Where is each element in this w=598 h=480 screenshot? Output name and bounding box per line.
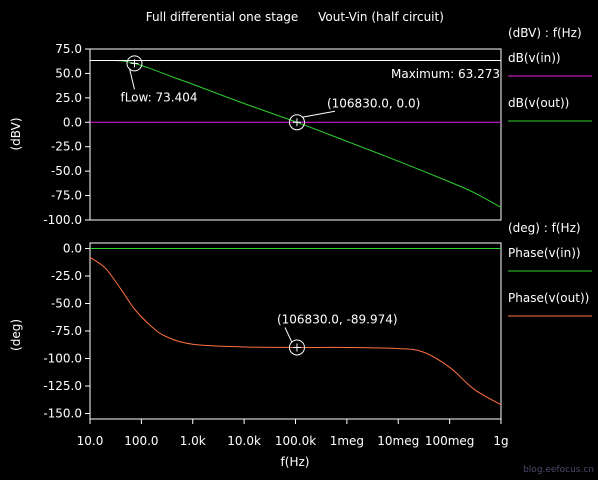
chart-title-right: Vout-Vin (half circuit) — [318, 10, 444, 24]
magnitude-y-tick-label: -25.0 — [51, 140, 82, 154]
phase-legend-label-1: Phase(v(out)) — [508, 291, 589, 305]
magnitude-annotation-label-0: fLow: 73.404 — [120, 90, 197, 104]
magnitude-y-tick-label: -75.0 — [51, 189, 82, 203]
x-tick-label: 1meg — [330, 434, 364, 448]
x-axis-label: f(Hz) — [281, 455, 310, 469]
magnitude-y-tick-label: 75.0 — [55, 42, 82, 56]
magnitude-y-tick-label: 50.0 — [55, 66, 82, 80]
phase-y-tick-label: -75.0 — [51, 324, 82, 338]
magnitude-annotation-label-1: (106830.0, 0.0) — [327, 96, 420, 110]
phase-series-line-1 — [89, 256, 502, 406]
phase-marker-arrow — [284, 327, 293, 343]
magnitude-y-tick-label: 0.0 — [63, 115, 82, 129]
phase-annotation-label-0: (106830.0, -89.974) — [277, 312, 398, 326]
phase-y-tick-label: -100.0 — [43, 352, 82, 366]
x-tick-label: 10.0 — [77, 434, 104, 448]
phase-y-tick-label: 0.0 — [63, 242, 82, 256]
magnitude-marker-arrow — [128, 68, 135, 90]
magnitude-plot-frame — [89, 48, 502, 221]
magnitude-legend-label-1: dB(v(out)) — [508, 96, 569, 110]
phase-y-tick-label: -25.0 — [51, 269, 82, 283]
x-tick-label: 10meg — [377, 434, 419, 448]
magnitude-y-axis-label: (dBV) — [9, 117, 23, 150]
magnitude-legend-label-0: dB(v(in)) — [508, 51, 561, 65]
magnitude-unit-label: (dBV) : f(Hz) — [508, 26, 582, 40]
phase-y-tick-label: -125.0 — [43, 379, 82, 393]
x-tick-label: 1g — [493, 434, 508, 448]
magnitude-series-line-1 — [89, 59, 502, 208]
x-tick-label: 10.0k — [227, 434, 261, 448]
x-tick-label: 100.0k — [275, 434, 316, 448]
magnitude-y-tick-label: -50.0 — [51, 164, 82, 178]
phase-plot-frame — [89, 242, 502, 420]
magnitude-marker-circle — [126, 55, 143, 72]
x-tick-label: 100meg — [425, 434, 475, 448]
x-tick-label: 1.0k — [180, 434, 206, 448]
phase-unit-label: (deg) : f(Hz) — [508, 221, 581, 235]
phase-legend-label-0: Phase(v(in)) — [508, 246, 581, 260]
chart-title-left: Full differential one stage — [146, 10, 299, 24]
phase-y-axis-label: (deg) — [9, 319, 23, 351]
magnitude-marker-arrow — [301, 110, 336, 118]
maximum-label: Maximum: 63.273 — [391, 67, 500, 81]
magnitude-y-tick-label: 25.0 — [55, 91, 82, 105]
magnitude-marker-circle — [288, 114, 305, 131]
phase-marker-circle — [288, 339, 305, 356]
phase-y-tick-label: -50.0 — [51, 297, 82, 311]
magnitude-chart: (dBV) (dBV) : f(Hz) Maximum: 63.273 75.0… — [9, 26, 592, 227]
magnitude-y-tick-label: -100.0 — [43, 213, 82, 227]
phase-y-tick-label: -150.0 — [43, 407, 82, 421]
watermark: blog.eefocus.cn — [523, 465, 594, 475]
phase-chart: (deg) (deg) : f(Hz) f(Hz) 0.0 -25.0 -50.0 -… — [9, 221, 592, 469]
x-tick-label: 100.0 — [124, 434, 158, 448]
